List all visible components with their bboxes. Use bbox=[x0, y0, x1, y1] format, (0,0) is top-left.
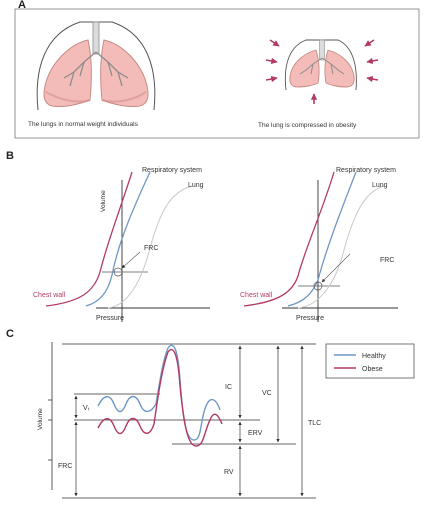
obese-lungs-caption: The lung is compressed in obesity bbox=[258, 122, 357, 129]
frc-circle bbox=[313, 281, 323, 291]
panel-a-letter: A bbox=[18, 0, 26, 11]
legend-healthy-label: Healthy bbox=[362, 353, 386, 360]
c-vt-label: Vₜ bbox=[83, 405, 90, 412]
normal-trachea bbox=[92, 21, 100, 55]
compression-arrow-icon bbox=[366, 57, 379, 65]
obese-left-lung bbox=[289, 49, 320, 88]
normal-lungs-caption: The lungs in normal weight individuals bbox=[28, 121, 139, 128]
b-right-lung-label: Lung bbox=[372, 182, 388, 189]
obese-lungs-illustration bbox=[265, 39, 379, 104]
panel-b-right-graph bbox=[243, 171, 398, 322]
normal-left-lung bbox=[43, 39, 92, 107]
b-right-pressure-label: Pressure bbox=[296, 315, 324, 322]
panel-a-frame bbox=[14, 8, 420, 139]
b-left-pressure-label: Pressure bbox=[96, 315, 124, 322]
compression-arrow-icon bbox=[366, 75, 379, 83]
b-right-respiratory-system-label: Respiratory system bbox=[336, 167, 396, 174]
chest-wall-curve bbox=[45, 171, 133, 307]
normal-right-lung bbox=[100, 39, 149, 107]
b-left-chest-wall-label: Chest wall bbox=[33, 292, 66, 299]
normal-lungs-illustration bbox=[36, 21, 156, 111]
compression-arrow-icon bbox=[364, 39, 375, 47]
frc-circle bbox=[113, 267, 123, 277]
panel-c-letter: C bbox=[6, 328, 14, 340]
lung-curve bbox=[107, 185, 193, 309]
c-tlc-label: TLC bbox=[308, 420, 321, 427]
panel-c-legend: Healthy Obese bbox=[325, 343, 415, 379]
c-rv-label: RV bbox=[224, 469, 234, 476]
b-left-lung-label: Lung bbox=[188, 182, 204, 189]
compression-arrow-icon bbox=[269, 39, 280, 47]
lung-curve bbox=[297, 185, 385, 309]
b-right-chest-wall-label: Chest wall bbox=[240, 292, 273, 299]
c-vc-label: VC bbox=[262, 390, 272, 397]
compression-arrow-icon bbox=[265, 57, 278, 65]
healthy-trace bbox=[97, 344, 221, 441]
c-ic-label: IC bbox=[225, 384, 232, 391]
c-volume-axis-label: Volume bbox=[37, 408, 44, 430]
b-left-frc-label: FRC bbox=[144, 245, 158, 252]
b-right-frc-label: FRC bbox=[380, 257, 394, 264]
chest-wall-curve bbox=[243, 171, 335, 307]
respiratory-system-curve bbox=[85, 171, 151, 307]
panel-b-left-graph bbox=[45, 171, 210, 322]
respiratory-system-curve bbox=[287, 171, 357, 307]
panel-c-volumes-graph bbox=[48, 342, 316, 499]
obese-trace bbox=[97, 349, 223, 447]
compression-arrow-icon bbox=[265, 75, 278, 83]
b-left-respiratory-system-label: Respiratory system bbox=[142, 167, 202, 174]
panel-b-letter: B bbox=[6, 150, 14, 162]
legend-obese-label: Obese bbox=[362, 366, 383, 373]
c-erv-label: ERV bbox=[248, 430, 263, 437]
c-frc-label: FRC bbox=[58, 463, 72, 470]
b-left-volume-label: Volume bbox=[100, 190, 107, 212]
obese-right-lung bbox=[324, 49, 355, 88]
